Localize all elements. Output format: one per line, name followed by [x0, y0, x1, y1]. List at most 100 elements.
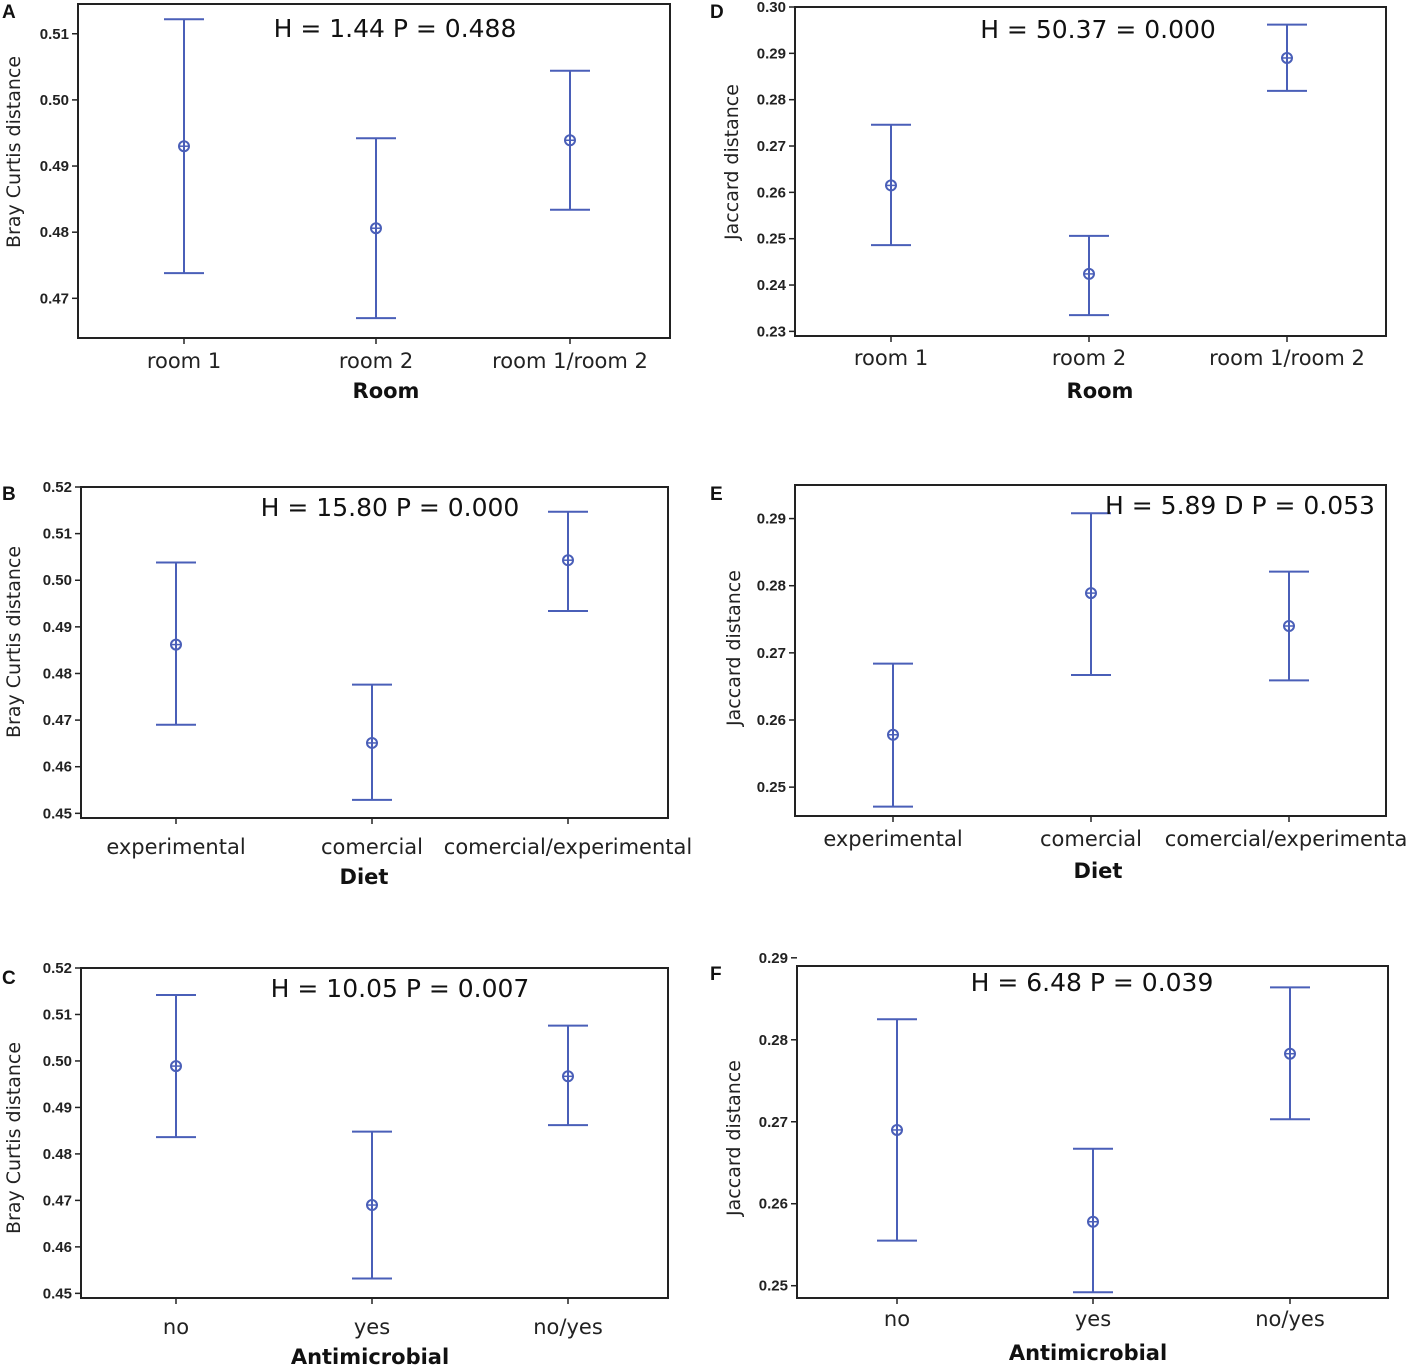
x-category-label: yes: [354, 1315, 390, 1339]
y-tick-label: 0.29: [759, 950, 788, 967]
y-tick-label: 0.30: [757, 0, 786, 16]
error-bar: [1270, 986, 1310, 1121]
y-axis-title: Jaccard distance: [723, 570, 745, 727]
y-tick-label: 0.24: [757, 277, 787, 294]
y-tick-label: 0.52: [43, 479, 72, 496]
x-category-label: comercial/experimental: [1165, 827, 1408, 851]
test-statistic-annotation: H = 1.44 P = 0.488: [274, 14, 517, 43]
panel-e: E 0.25 0.26 0.27 0.28 0.29 Jaccard distance exp…: [710, 484, 1408, 883]
y-tick-label: 0.47: [43, 712, 72, 729]
error-bar: [550, 69, 590, 211]
panel-b: B 0.45 0.46 0.47 0.48 0.49 0.50 0.51 0.52 Bray Cu…: [2, 479, 692, 889]
y-tick-label: 0.52: [43, 960, 72, 977]
y-tick-label: 0.50: [43, 1053, 72, 1070]
y-tick-label: 0.27: [759, 1114, 788, 1131]
y-axis-title: Jaccard distance: [723, 1060, 745, 1217]
panel-letter: F: [710, 964, 722, 985]
x-category-label: room 2: [1052, 346, 1126, 370]
y-tick-label: 0.48: [43, 665, 72, 682]
error-bar: [352, 683, 392, 801]
x-category-label: no: [884, 1307, 910, 1331]
y-tick-label: 0.26: [757, 712, 786, 729]
test-statistic-annotation: H = 6.48 P = 0.039: [971, 968, 1214, 997]
y-tick-label: 0.29: [757, 45, 786, 62]
error-bar: [1269, 570, 1309, 682]
x-category-label: room 1: [854, 346, 928, 370]
plot-frame: [80, 967, 669, 1299]
x-category-label: room 1/room 2: [492, 349, 648, 373]
error-bar: [156, 561, 196, 726]
y-tick-label: 0.25: [757, 779, 786, 796]
error-bar: [877, 1018, 917, 1242]
y-axis-title: Bray Curtis distance: [3, 1042, 25, 1234]
error-bar: [356, 137, 396, 320]
y-tick-label: 0.50: [43, 572, 72, 589]
x-axis-title: Antimicrobial: [291, 1345, 449, 1366]
error-bar: [873, 662, 913, 808]
y-tick-label: 0.46: [43, 1239, 72, 1256]
error-bar: [1071, 512, 1111, 677]
y-tick-label: 0.49: [43, 1099, 72, 1116]
y-tick-label: 0.48: [43, 1146, 72, 1163]
x-category-label: yes: [1075, 1307, 1111, 1331]
y-tick-label: 0.26: [759, 1196, 788, 1213]
y-tick-label: 0.27: [757, 645, 786, 662]
x-axis-title: Antimicrobial: [1009, 1341, 1167, 1365]
panel-letter: E: [710, 484, 723, 505]
y-tick-label: 0.47: [40, 290, 69, 307]
x-category-label: room 1/room 2: [1209, 346, 1365, 370]
panel-letter: A: [2, 2, 16, 23]
test-statistic-annotation: H = 50.37 = 0.000: [980, 15, 1216, 44]
test-statistic-annotation: H = 15.80 P = 0.000: [261, 493, 520, 522]
test-statistic-annotation: H = 5.89 D P = 0.053: [1105, 491, 1375, 520]
error-bar: [1073, 1147, 1113, 1294]
error-bar: [1267, 23, 1307, 92]
plot-frame: [77, 3, 671, 339]
y-tick-label: 0.28: [757, 578, 786, 595]
x-category-label: no/yes: [533, 1315, 603, 1339]
x-axis-title: Diet: [340, 865, 389, 889]
error-bar: [1069, 234, 1109, 317]
error-bar: [548, 1024, 588, 1127]
y-tick-label: 0.51: [43, 526, 72, 543]
x-category-label: room 2: [339, 349, 413, 373]
y-tick-label: 0.46: [43, 759, 72, 776]
y-axis-title: Bray Curtis distance: [3, 56, 25, 248]
panel-a: A 0.47 0.48 0.49 0.50 0.51 Bray Curtis distanc…: [2, 2, 671, 403]
x-category-label: experimental: [823, 827, 962, 851]
y-tick-label: 0.25: [757, 231, 786, 248]
panel-letter: D: [710, 2, 724, 23]
y-axis-title: Bray Curtis distance: [3, 546, 25, 738]
y-tick-label: 0.49: [40, 158, 69, 175]
error-bar: [164, 18, 204, 275]
y-tick-label: 0.23: [757, 323, 786, 340]
panel-d: D 0.23 0.24 0.25 0.26 0.27 0.28 0.29 0.30 Jaccard…: [710, 0, 1387, 403]
y-axis-title: Jaccard distance: [721, 84, 743, 241]
panel-letter: C: [2, 968, 16, 989]
y-tick-label: 0.49: [43, 619, 72, 636]
plot-frame: [794, 6, 1387, 337]
y-tick-label: 0.48: [40, 224, 69, 241]
x-category-label: comercial: [1040, 827, 1142, 851]
test-statistic-annotation: H = 10.05 P = 0.007: [271, 974, 530, 1003]
x-category-label: no/yes: [1255, 1307, 1325, 1331]
x-axis-title: Room: [353, 379, 420, 403]
y-tick-label: 0.28: [759, 1032, 788, 1049]
y-tick-label: 0.50: [40, 92, 69, 109]
y-tick-label: 0.45: [43, 805, 72, 822]
y-tick-label: 0.51: [43, 1006, 72, 1023]
y-tick-label: 0.27: [757, 138, 786, 155]
error-bar: [156, 993, 196, 1139]
y-tick-label: 0.45: [43, 1285, 72, 1302]
y-tick-label: 0.26: [757, 184, 786, 201]
x-category-label: experimental: [106, 835, 245, 859]
x-axis-title: Room: [1067, 379, 1134, 403]
x-axis-title: Diet: [1074, 859, 1123, 883]
panel-letter: B: [2, 484, 16, 505]
panel-f: F 0.25 0.26 0.27 0.28 0.29 Jaccard distance no y…: [710, 950, 1389, 1365]
x-category-label: comercial/experimental: [444, 835, 692, 859]
y-tick-label: 0.29: [757, 511, 786, 528]
y-tick-label: 0.47: [43, 1192, 72, 1209]
error-bar: [871, 123, 911, 247]
